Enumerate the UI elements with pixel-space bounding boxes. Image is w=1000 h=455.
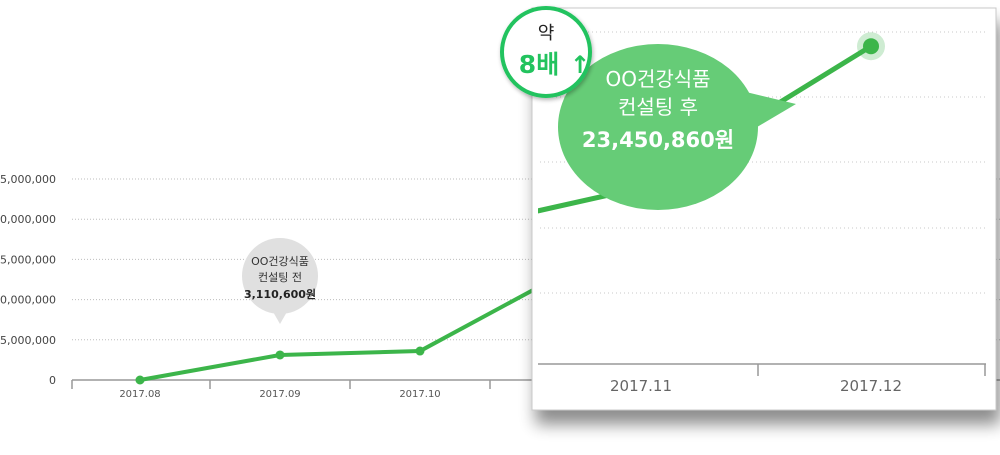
annotation-after-bubble: OO건강식품 컨설팅 후 23,450,860원 <box>558 44 796 210</box>
zoom-x-tick-label: 2017.12 <box>840 377 902 395</box>
annotation-before-pointer <box>272 310 288 324</box>
growth-badge: 약 8배 ↑ <box>500 6 592 98</box>
y-tick-label: 15,000,000 <box>0 253 56 266</box>
y-tick-label: 10,000,000 <box>0 294 56 307</box>
zoom-x-tick-label: 2017.11 <box>610 377 672 395</box>
data-point <box>415 346 425 356</box>
growth-badge-multiplier: 8배 <box>519 50 559 79</box>
annotation-after-line1: OO건강식품 <box>605 67 710 91</box>
annotation-after-shape <box>558 44 758 210</box>
zoom-data-point <box>863 38 879 55</box>
annotation-after-pointer <box>746 92 796 130</box>
annotation-after-line2: 컨설팅 후 <box>618 95 698 119</box>
annotation-before-value: 3,110,600원 <box>244 287 316 301</box>
annotation-before-shape <box>242 238 318 314</box>
annotation-before-bubble: OO건강식품 컨설팅 전 3,110,600원 <box>242 238 318 324</box>
data-point <box>135 375 145 385</box>
x-tick-label: 2017.10 <box>399 389 440 400</box>
annotation-before-line1: OO건강식품 <box>251 255 309 268</box>
growth-badge-circle <box>500 6 592 98</box>
annotation-after-value: 23,450,860원 <box>582 128 734 152</box>
zoom-x-tick-labels: 2017.11 2017.12 <box>610 377 902 395</box>
y-tick-label: 25,000,000 <box>0 173 56 186</box>
y-tick-label: 5,000,000 <box>0 334 56 347</box>
annotation-before-line2: 컨설팅 전 <box>258 271 302 284</box>
y-tick-label: 20,000,000 <box>0 213 56 226</box>
data-point <box>275 350 285 360</box>
x-tick-label: 2017.09 <box>259 389 300 400</box>
y-axis-tick-labels: 25,000,000 20,000,000 15,000,000 10,000,000… <box>0 173 56 387</box>
x-tick-label: 2017.08 <box>119 389 160 400</box>
growth-badge-top: 약 <box>538 23 555 44</box>
growth-badge-arrow-icon: ↑ <box>570 51 590 79</box>
y-tick-label: 0 <box>49 374 56 387</box>
